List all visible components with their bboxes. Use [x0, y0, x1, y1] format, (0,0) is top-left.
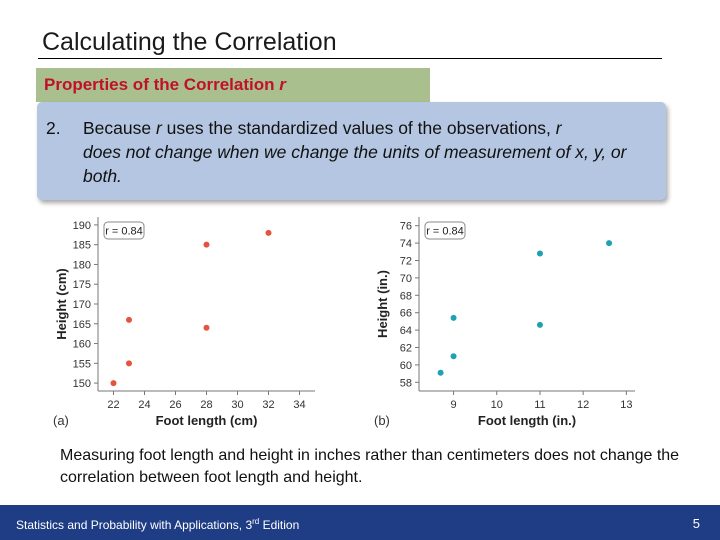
panel-b-x-tick-label: 11: [534, 399, 545, 411]
panel-a-r-value: r = 0.84: [105, 226, 143, 238]
panel-a-point: [126, 360, 132, 367]
panel-a-x-tick-label: 28: [200, 399, 212, 411]
panel-a-y-axis-title: Height (cm): [54, 268, 69, 340]
panel-b-x-tick-label: 13: [620, 399, 632, 411]
panel-b-point: [450, 314, 457, 321]
panel-a-y-tick-label: 180: [73, 259, 91, 271]
panel-b-point: [450, 353, 457, 360]
title-divider: [38, 58, 662, 59]
panel-a-point: [265, 229, 272, 236]
panel-b-point: [437, 369, 444, 376]
footer-book-pre: Statistics and Probability with Applicat…: [16, 518, 253, 532]
panel-b-x-tick-label: 10: [491, 399, 503, 411]
section-tag-r: r: [279, 75, 286, 94]
panel-a-y-tick-label: 165: [73, 319, 91, 331]
panel-a-y-tick-label: 160: [73, 339, 91, 351]
panel-b-y-tick-label: 68: [400, 290, 412, 302]
panel-a-x-axis-title: Foot length (cm): [156, 413, 258, 428]
panel-a-label: (a): [53, 413, 69, 428]
panel-b-point: [536, 321, 543, 328]
property-text-mid: uses the standardized values of the obse…: [161, 118, 556, 138]
footer-book-post: Edition: [259, 518, 300, 532]
scatter-plots-svg: 150 155 160 165 170 175 180 185 190 22 24 26 28 30 32 3…: [53, 217, 635, 428]
panel-b-label: (b): [374, 413, 390, 428]
panel-b-x-tick-label: 12: [577, 399, 589, 411]
panel-a-y-tick-label: 190: [73, 220, 91, 232]
footer-book-title: Statistics and Probability with Applicat…: [16, 517, 299, 532]
panel-b-x-axis-title: Foot length (in.): [478, 413, 576, 428]
panel-a-r-box: [103, 221, 145, 240]
property-text: Because r uses the standardized values o…: [83, 116, 653, 188]
panel-b-x-tick-label: 9: [450, 399, 456, 411]
slide-title: Calculating the Correlation: [42, 28, 337, 56]
property-text-post: does not change when we change the units…: [83, 142, 627, 186]
property-number: 2.: [46, 118, 61, 138]
panel-a-point: [110, 380, 117, 387]
panel-a-x-tick-label: 22: [107, 399, 119, 411]
panel-a-y-tick-label: 155: [73, 358, 91, 370]
scatter-figure: 150 155 160 165 170 175 180 185 190 22 24 26 28 30 32 3…: [53, 213, 653, 437]
footer-book-sup: rd: [252, 517, 260, 526]
panel-b-y-tick-label: 60: [400, 360, 412, 372]
panel-b-y-tick-label: 64: [400, 325, 412, 337]
page-number: 5: [692, 516, 700, 531]
panel-a-x-tick-label: 32: [262, 399, 274, 411]
panel-a-x-tick-label: 34: [293, 399, 305, 411]
section-tag: Properties of the Correlation r: [36, 68, 430, 102]
panel-b-y-tick-label: 76: [400, 221, 412, 233]
panel-a-point: [126, 316, 132, 323]
panel-a-y-tick-label: 150: [73, 378, 91, 390]
property-r-2: r: [555, 118, 562, 138]
section-tag-label: Properties of the Correlation: [44, 75, 280, 94]
panel-a-y-tick-label: 175: [73, 279, 91, 291]
property-callout: 2. Because r uses the standardized value…: [37, 102, 666, 200]
panel-a-y-tick-label: 185: [73, 240, 91, 252]
panel-a-x-tick-label: 24: [138, 399, 150, 411]
figure-caption: Measuring foot length and height in inch…: [60, 447, 680, 486]
panel-a-x-tick-label: 30: [231, 399, 243, 411]
panel-b-y-tick-label: 58: [400, 377, 412, 389]
panel-b-r-value: r = 0.84: [426, 226, 464, 238]
panel-a-point: [203, 324, 210, 331]
property-r: r: [155, 118, 162, 138]
panel-b-y-tick-label: 72: [400, 256, 412, 268]
property-text-pre: Because: [83, 118, 156, 138]
panel-b-y-tick-label: 66: [400, 308, 412, 320]
panel-b-y-tick-label: 74: [400, 238, 412, 250]
panel-b-y-axis-title: Height (in.): [375, 270, 390, 338]
panel-b-point: [536, 250, 543, 257]
panel-b-y-tick-label: 62: [400, 343, 412, 355]
footer-bar: Statistics and Probability with Applicat…: [0, 505, 720, 540]
panel-b-point: [606, 240, 613, 247]
panel-a-x-tick-label: 26: [169, 399, 181, 411]
panel-a-y-tick-label: 170: [73, 299, 91, 311]
panel-a-point: [203, 241, 210, 248]
panel-b-r-box: [424, 221, 466, 240]
panel-b-y-tick-label: 70: [400, 273, 412, 285]
